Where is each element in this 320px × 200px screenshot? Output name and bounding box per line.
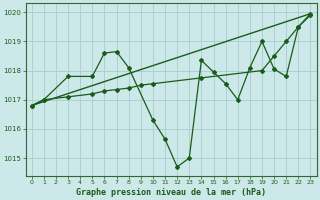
X-axis label: Graphe pression niveau de la mer (hPa): Graphe pression niveau de la mer (hPa) [76,188,266,197]
